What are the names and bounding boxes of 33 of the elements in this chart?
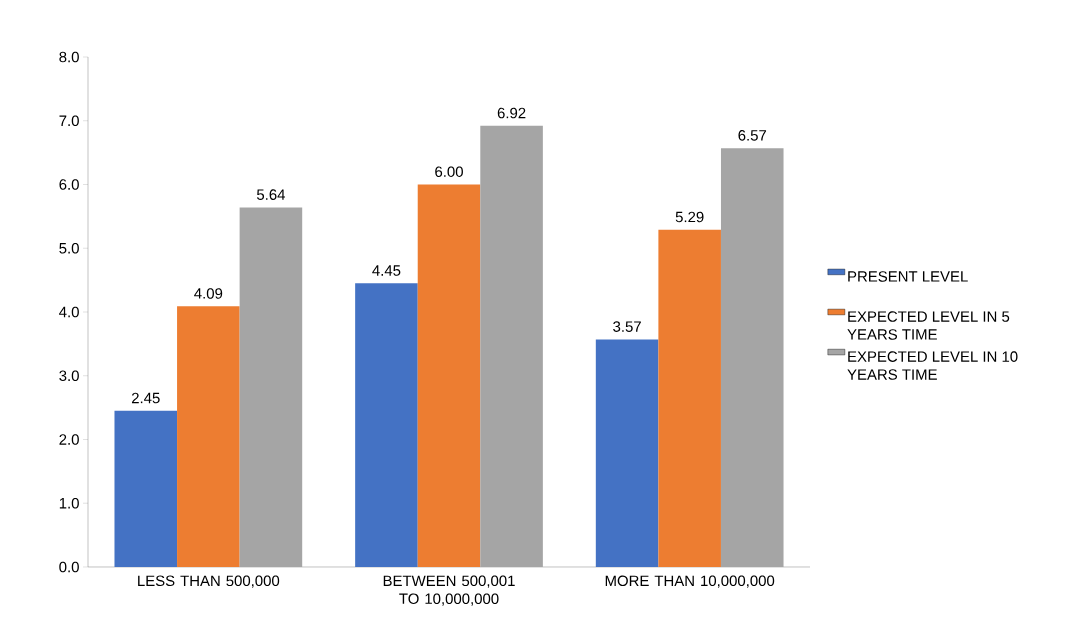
y-tick-label: 2.0 xyxy=(59,434,79,445)
data-label: 3.57 xyxy=(613,321,641,332)
bar xyxy=(355,283,418,567)
bar xyxy=(417,184,481,567)
data-label: 4.09 xyxy=(194,288,223,299)
legend-label: EXPECTED LEVEL IN 5 YEARS TIME xyxy=(847,311,1010,340)
legend-label: EXPECTED LEVEL IN 10 YEARS TIME xyxy=(847,351,1018,380)
x-tick-label: BETWEEN 500,001 TO 10,000,000 xyxy=(383,575,515,606)
y-tick-label: 0.0 xyxy=(59,561,79,573)
y-tick-label: 3.0 xyxy=(59,370,79,382)
bar xyxy=(658,229,721,567)
y-tick-label: 1.0 xyxy=(59,497,79,509)
y-tick-label: 7.0 xyxy=(59,115,79,127)
y-tick-label: 8.0 xyxy=(59,51,79,63)
y-tick-label: 5.0 xyxy=(59,242,79,254)
data-label: 5.29 xyxy=(675,211,704,223)
data-label: 5.64 xyxy=(256,189,286,200)
bar xyxy=(114,410,178,567)
legend-label: PRESENT LEVEL xyxy=(848,271,968,282)
bar xyxy=(595,339,659,567)
data-label: 6.92 xyxy=(497,107,526,119)
data-label: 4.45 xyxy=(372,265,401,276)
data-label: 2.45 xyxy=(131,392,160,404)
bar xyxy=(480,125,543,567)
bar xyxy=(239,207,303,567)
bar xyxy=(177,306,240,567)
x-tick-label: LESS THAN 500,000 xyxy=(138,575,280,588)
x-tick-label: MORE THAN 10,000,000 xyxy=(605,575,775,588)
data-label: 6.00 xyxy=(435,166,463,177)
bar xyxy=(720,148,784,567)
y-tick-label: 4.0 xyxy=(59,306,79,318)
data-label: 6.57 xyxy=(738,130,767,141)
y-tick-label: 6.0 xyxy=(59,179,79,190)
